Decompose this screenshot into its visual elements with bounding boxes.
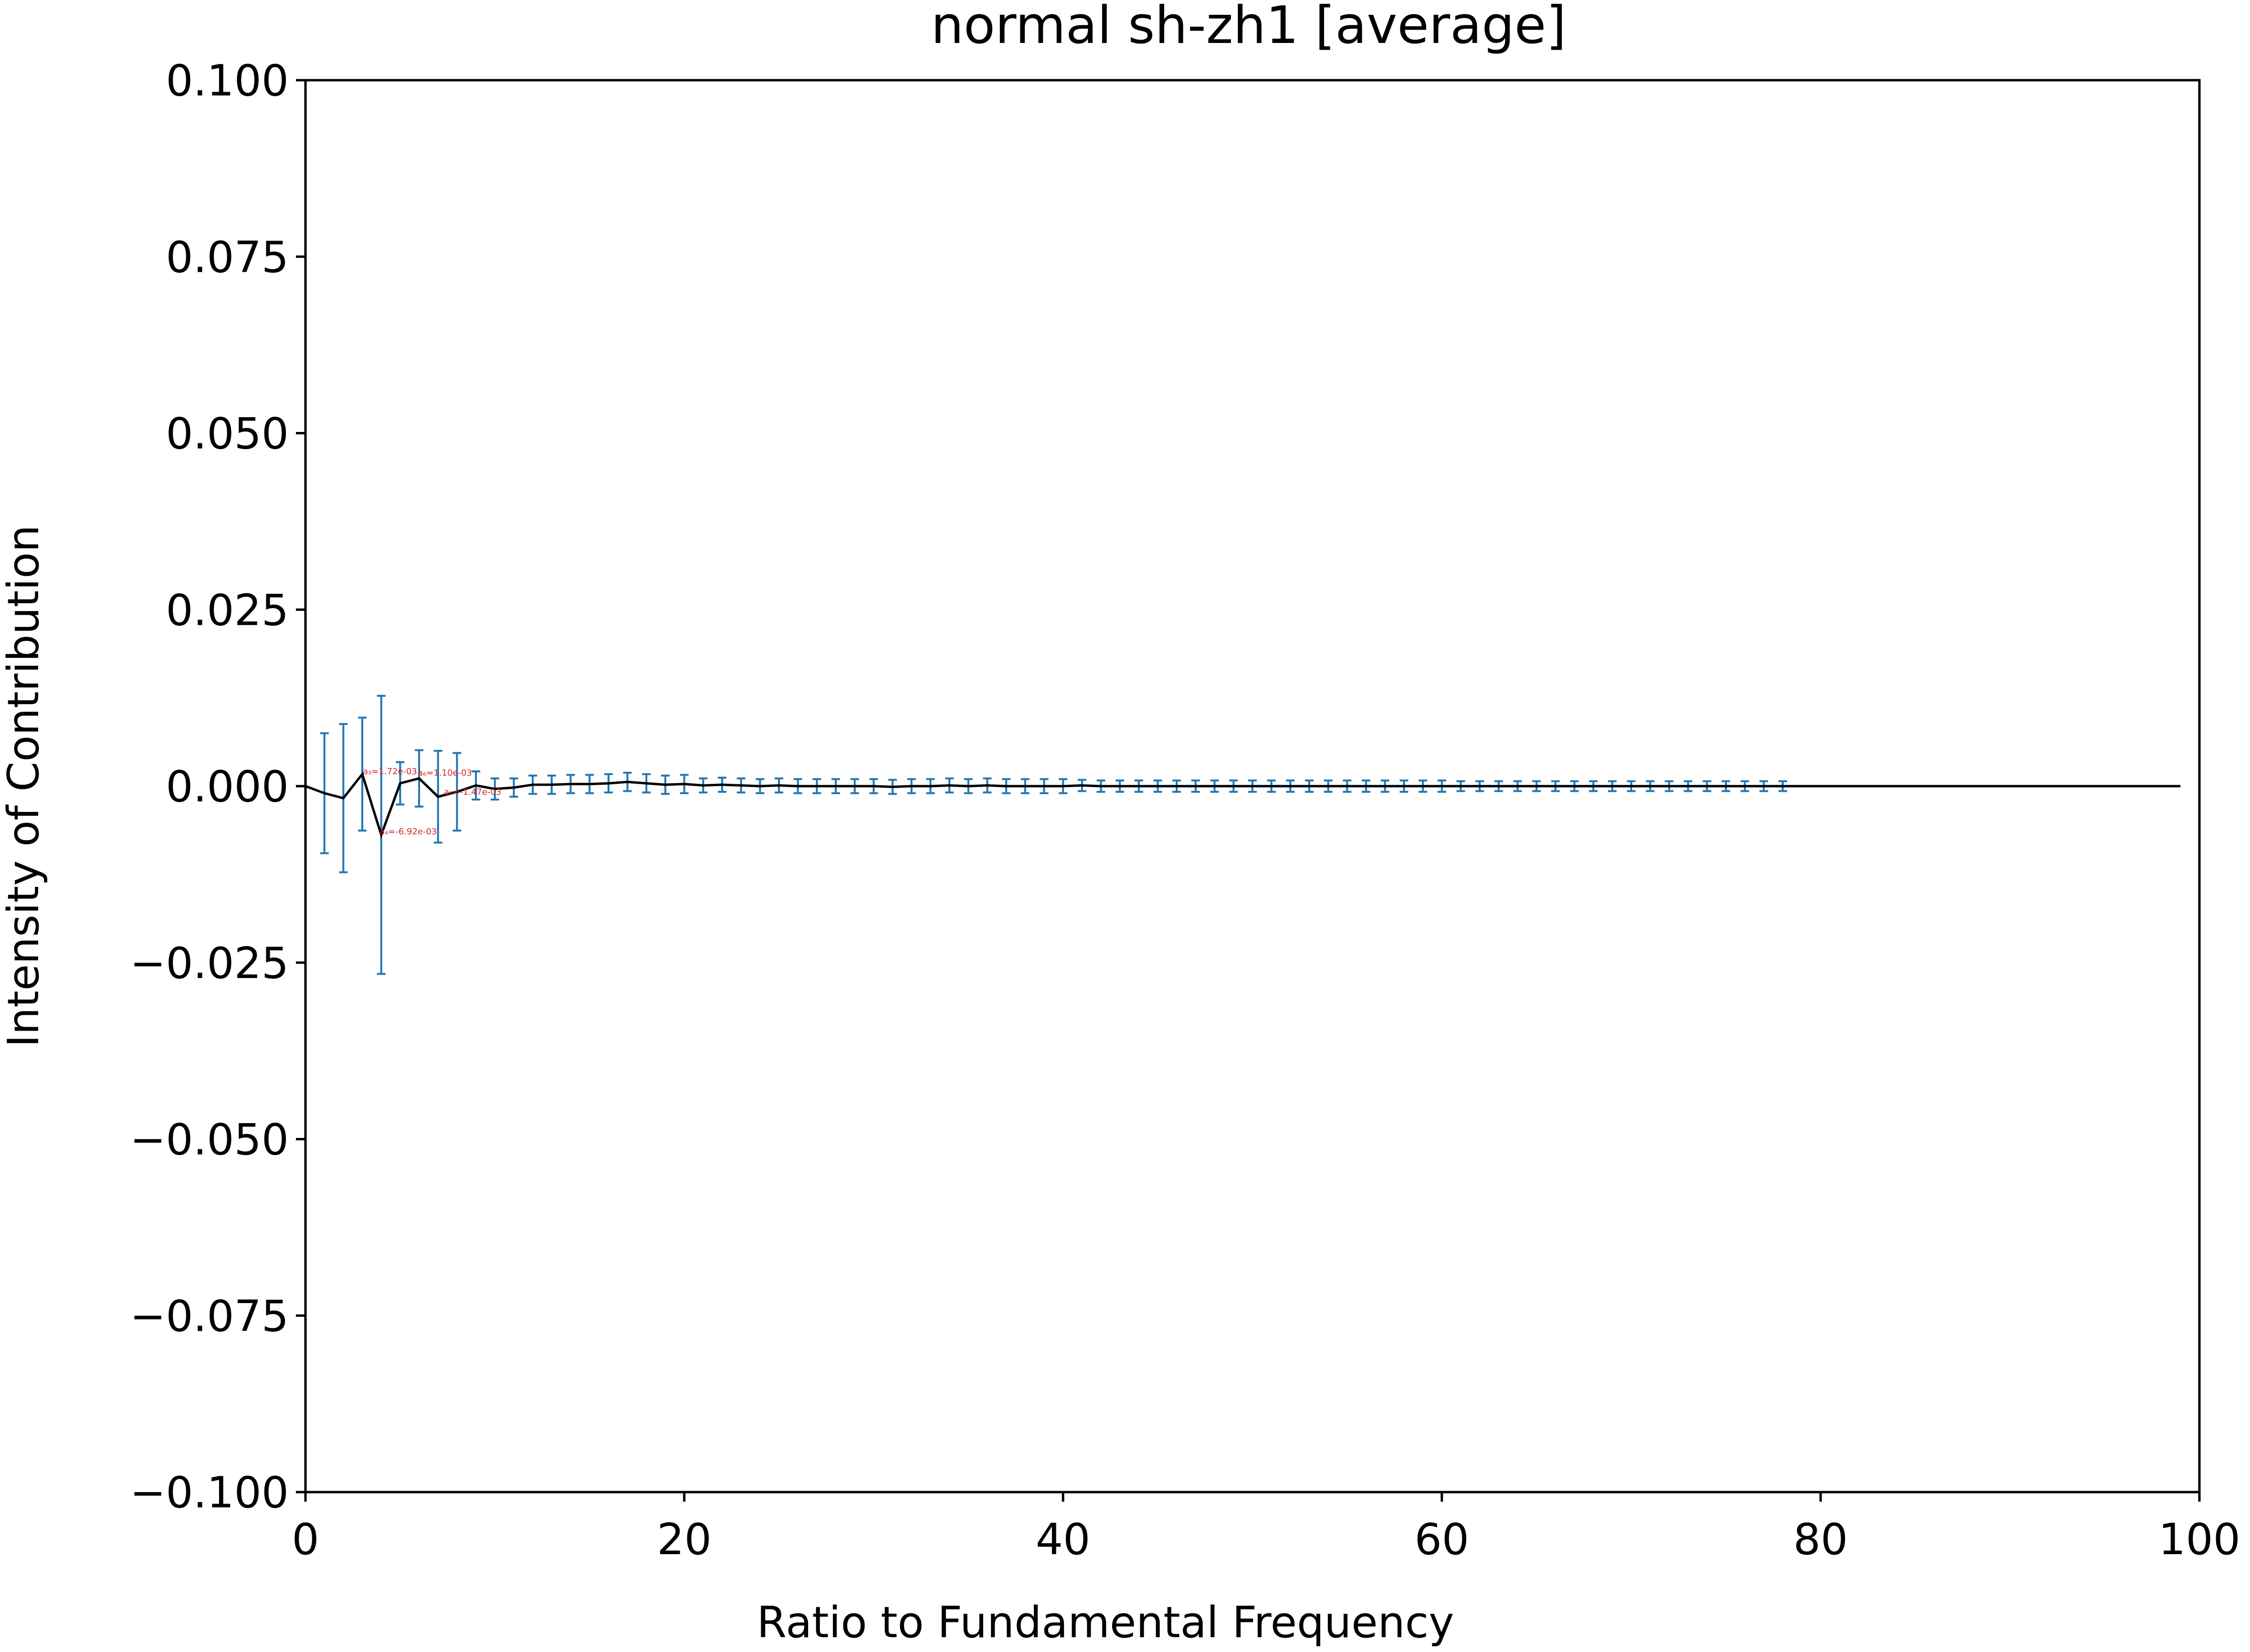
y-tick-label: 0.025 bbox=[166, 585, 289, 635]
plot-frame bbox=[304, 79, 2201, 1494]
line bbox=[305, 771, 2181, 839]
chart-title: normal sh-zh1 [average] bbox=[931, 0, 1566, 55]
x-tick-label: 20 bbox=[657, 1515, 712, 1565]
x-tick-label: 80 bbox=[1793, 1515, 1848, 1565]
x-tick-label: 0 bbox=[292, 1515, 319, 1565]
y-tick-label: −0.025 bbox=[130, 938, 289, 989]
y-tick-label: 0.050 bbox=[166, 409, 289, 459]
x-tick-label: 40 bbox=[1036, 1515, 1091, 1565]
x-axis-label: Ratio to Fundamental Frequency bbox=[757, 1598, 1454, 1648]
y-axis-label: Intensity of Contribution bbox=[0, 525, 49, 1048]
annotation: a₆=1.10e-03 bbox=[418, 768, 472, 778]
x-tick-label: 100 bbox=[2158, 1515, 2240, 1565]
y-tick-label: 0.000 bbox=[166, 762, 289, 812]
y-tick-label: −0.075 bbox=[130, 1291, 289, 1341]
annotation: a₄=-6.92e-03 bbox=[379, 827, 437, 837]
y-tick-label: 0.075 bbox=[166, 232, 289, 283]
y-tick-label: 0.100 bbox=[166, 56, 289, 106]
y-tick-label: −0.050 bbox=[130, 1115, 289, 1165]
annotation: a₈=-1.47e-03 bbox=[444, 787, 501, 797]
x-tick-label: 60 bbox=[1415, 1515, 1470, 1565]
y-tick-label: −0.100 bbox=[130, 1468, 289, 1518]
annotation: a₃=1.72e-03 bbox=[363, 767, 417, 777]
